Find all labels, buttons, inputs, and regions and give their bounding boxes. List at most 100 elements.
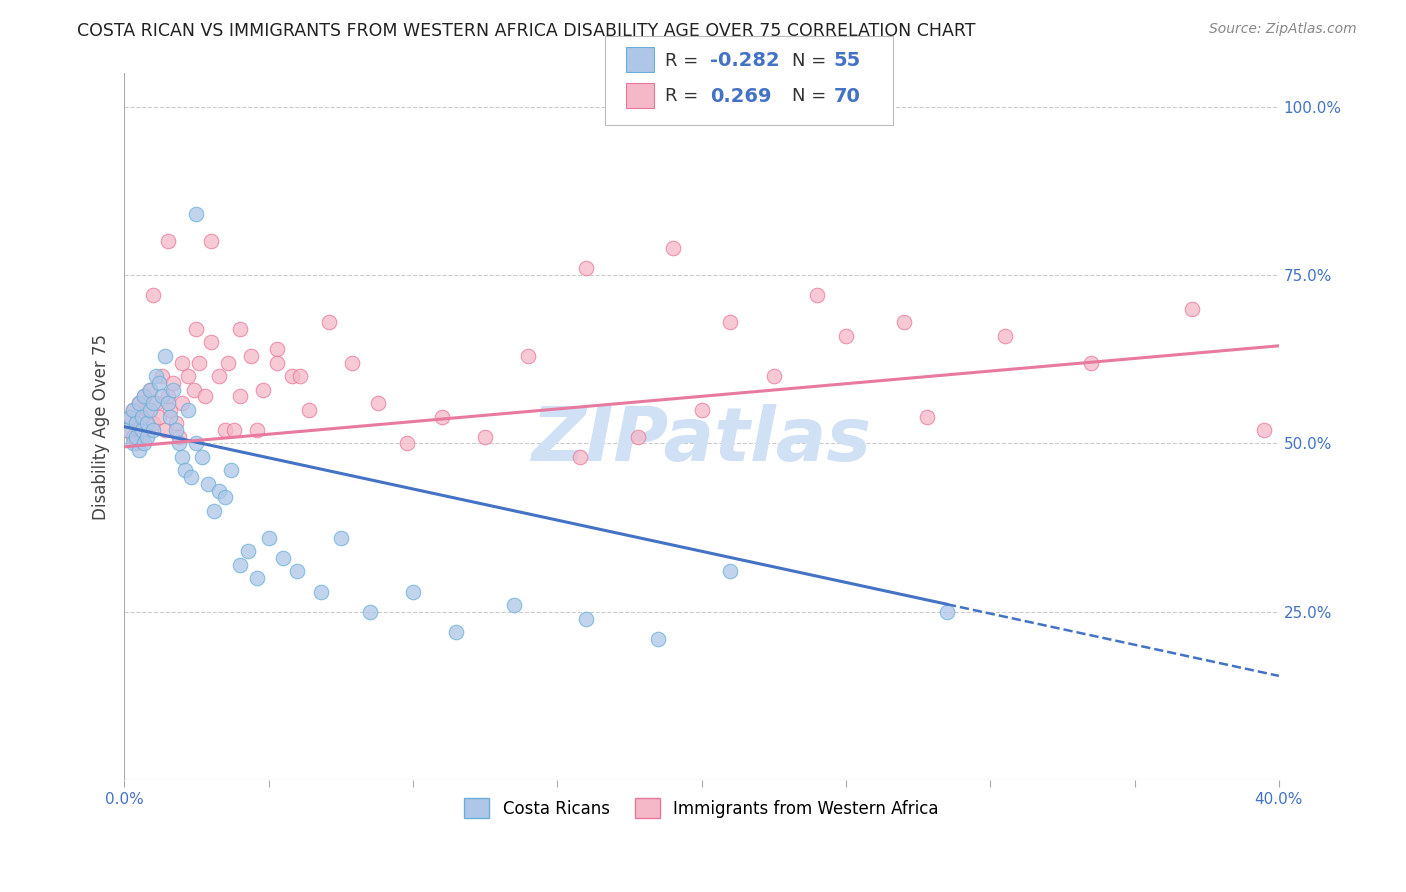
Point [342,356,364,370]
Point [661,241,683,255]
Point [186,207,208,221]
Point [128,396,150,410]
Point [136,430,159,444]
Point [627,430,650,444]
Point [131,409,153,424]
Point [647,632,669,646]
Point [238,544,260,558]
Point [142,396,165,410]
Point [318,315,340,329]
Point [575,612,598,626]
Point [167,436,190,450]
Point [1181,301,1204,316]
Point [125,430,148,444]
Point [214,423,236,437]
Point [139,383,162,397]
Point [170,396,193,410]
Point [177,402,200,417]
Point [266,342,288,356]
Point [228,389,250,403]
Point [222,423,245,437]
Point [173,463,195,477]
Point [131,409,153,424]
Point [162,376,184,390]
Point [159,409,181,424]
Point [575,261,598,276]
Point [134,436,156,450]
Point [122,430,145,444]
Point [806,288,828,302]
Point [118,409,141,424]
Point [156,389,179,403]
Point [142,288,165,302]
Point [240,349,263,363]
Point [835,328,858,343]
Point [720,315,742,329]
Point [266,356,288,370]
Point [444,625,467,640]
Text: ZIPatlas: ZIPatlas [531,404,872,477]
Text: COSTA RICAN VS IMMIGRANTS FROM WESTERN AFRICA DISABILITY AGE OVER 75 CORRELATION: COSTA RICAN VS IMMIGRANTS FROM WESTERN A… [77,22,976,40]
Point [142,417,165,431]
Point [915,409,938,424]
Point [762,369,785,384]
Point [202,504,225,518]
Point [191,450,214,464]
Point [167,430,190,444]
Point [298,402,321,417]
Point [150,369,173,384]
Point [430,409,453,424]
Point [503,598,526,612]
Legend: Costa Ricans, Immigrants from Western Africa: Costa Ricans, Immigrants from Western Af… [458,791,945,825]
Point [208,483,231,498]
Point [145,396,167,410]
Point [131,423,153,437]
Point [153,349,176,363]
Point [156,396,179,410]
Point [280,369,302,384]
Point [517,349,540,363]
Point [228,558,250,572]
Point [200,235,222,249]
Point [156,235,179,249]
Point [290,369,312,384]
Text: -0.282: -0.282 [710,51,780,70]
Point [131,430,153,444]
Point [122,402,145,417]
Point [139,402,162,417]
Point [359,605,381,619]
Point [720,565,742,579]
Point [162,383,184,397]
Point [1253,423,1275,437]
Point [145,369,167,384]
Point [217,356,239,370]
Point [183,383,205,397]
Point [228,322,250,336]
Point [214,491,236,505]
Point [165,417,187,431]
Point [153,423,176,437]
Text: 55: 55 [834,51,860,70]
Point [128,443,150,458]
Point [180,470,202,484]
Text: R =: R = [665,52,704,70]
Point [208,369,231,384]
Point [139,383,162,397]
Point [128,396,150,410]
Point [309,584,332,599]
Point [367,396,389,410]
Point [194,389,217,403]
Point [569,450,592,464]
Point [148,409,170,424]
Point [170,356,193,370]
Point [148,376,170,390]
Point [246,571,269,585]
Y-axis label: Disability Age Over 75: Disability Age Over 75 [93,334,110,520]
Point [142,423,165,437]
Point [257,531,280,545]
Point [188,356,211,370]
Point [165,423,187,437]
Point [271,551,294,566]
Point [994,328,1017,343]
Point [170,450,193,464]
